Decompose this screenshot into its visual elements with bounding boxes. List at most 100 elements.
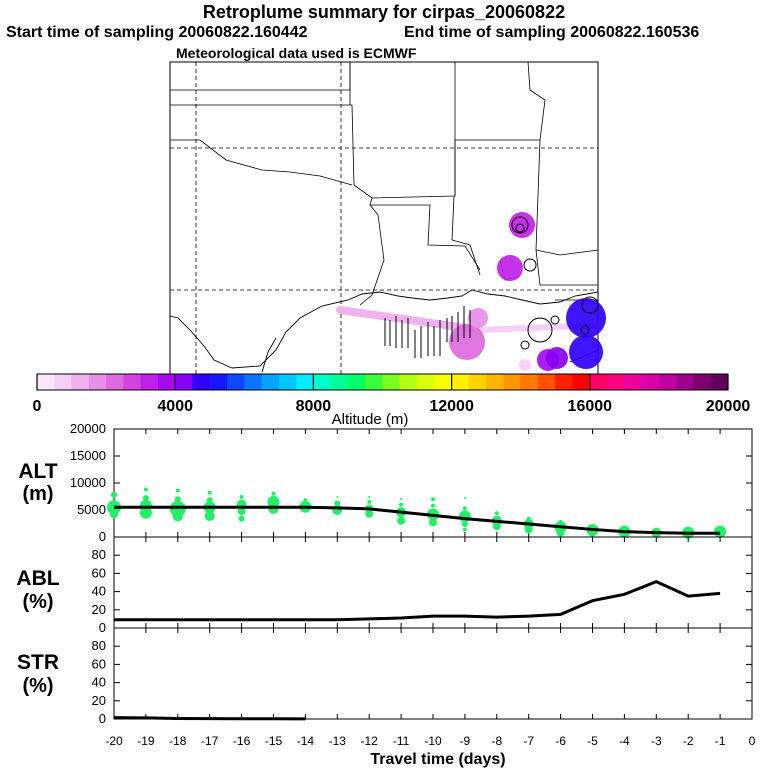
panel-abl: 0 20 40 60 80 <box>92 536 753 635</box>
x-tick-label: -10 <box>424 734 442 748</box>
colorbar-swatch <box>589 374 608 390</box>
colorbar-swatch <box>555 374 573 390</box>
colorbar-swatch <box>278 374 297 390</box>
alt-scatter-point <box>400 498 403 501</box>
x-tick-label: -16 <box>233 734 251 748</box>
plume-cluster <box>449 324 485 360</box>
retroplume-map <box>169 61 606 375</box>
x-tick-label: -5 <box>587 734 598 748</box>
x-tick-label: -19 <box>137 734 155 748</box>
alt-scatter-point <box>524 525 533 534</box>
colorbar-swatch <box>296 374 314 390</box>
colorbar-tick-label: 12000 <box>429 398 474 415</box>
y-tick-label: 20 <box>92 693 106 708</box>
panel-alt: 0 5000 10000 15000 20000 <box>70 421 753 544</box>
colorbar-swatch <box>71 374 90 390</box>
colorbar-swatch <box>693 374 712 390</box>
alt-scatter-point <box>431 503 435 508</box>
x-tick-label: -20 <box>105 734 123 748</box>
colorbar-label: Altitude (m) <box>332 411 409 428</box>
chart-title: Retroplume summary for cirpas_20060822 <box>202 2 566 22</box>
colorbar-tick-label: 0 <box>33 398 42 415</box>
y-tick-label: 20 <box>92 602 106 617</box>
colorbar-swatch <box>140 374 159 390</box>
alt-scatter-point <box>336 496 339 499</box>
colorbar-swatch <box>676 374 694 390</box>
y-tick-label: 40 <box>92 675 106 690</box>
y-tick-label: 0 <box>99 529 106 544</box>
x-tick-label: -8 <box>491 734 502 748</box>
y-tick-label: 20000 <box>70 421 106 436</box>
alt-scatter-point <box>365 509 374 518</box>
colorbar-swatch <box>520 374 539 390</box>
met-data-label: Meteorological data used is ECMWF <box>176 45 417 61</box>
alt-scatter-point <box>367 499 372 504</box>
alt-scatter-point <box>492 522 501 531</box>
colorbar-swatch <box>192 374 211 390</box>
map-grid <box>170 62 598 374</box>
x-tick-label: -15 <box>265 734 283 748</box>
alt-scatter-point <box>239 495 244 500</box>
str-panel-label: STR <box>17 651 59 674</box>
alt-panel-unit: (m) <box>22 483 53 505</box>
x-tick-label: -3 <box>651 734 662 748</box>
colorbar-tick-label: 8000 <box>296 398 332 415</box>
y-tick-label: 60 <box>92 656 106 671</box>
y-tick-label: 5000 <box>77 502 106 517</box>
colorbar-swatch <box>330 374 349 390</box>
colorbar-swatch <box>347 374 366 390</box>
alt-scatter-point <box>397 516 406 525</box>
x-tick-label: -9 <box>460 734 471 748</box>
y-tick-label: 80 <box>92 547 106 562</box>
alt-scatter-point <box>169 500 186 517</box>
alt-scatter-point <box>458 510 471 523</box>
plume-cluster <box>566 298 606 338</box>
colorbar-swatch <box>399 374 418 390</box>
alt-scatter-point <box>174 496 181 503</box>
y-tick-label: 10000 <box>70 475 106 490</box>
colorbar-swatch <box>624 374 643 390</box>
alt-scatter-point <box>238 515 245 522</box>
colorbar-swatch <box>106 374 124 390</box>
colorbar-swatch <box>37 374 55 390</box>
x-tick-label: 0 <box>749 734 756 748</box>
colorbar-swatch <box>710 374 729 390</box>
colorbar-swatch <box>123 374 142 390</box>
x-tick-label: -17 <box>201 734 219 748</box>
alt-scatter-point <box>462 527 467 532</box>
alt-scatter-point <box>303 498 308 503</box>
alt-scatter-point <box>268 503 279 514</box>
colorbar-swatch <box>451 374 470 390</box>
abl-line <box>114 579 721 622</box>
alt-scatter-point <box>431 497 435 502</box>
start-time-label: Start time of sampling 20060822.160442 <box>6 24 308 41</box>
colorbar-swatch <box>157 374 176 390</box>
alt-scatter-point <box>429 518 437 527</box>
colorbar-tick-label: 16000 <box>568 398 613 415</box>
x-tick-label: -6 <box>555 734 566 748</box>
colorbar-swatch <box>641 374 660 390</box>
plume-cluster <box>497 255 523 281</box>
alt-scatter-point <box>111 491 117 498</box>
colorbar-swatch <box>54 374 72 390</box>
y-tick-label: 40 <box>92 584 106 599</box>
end-time-label: End time of sampling 20060822.160536 <box>404 24 700 41</box>
colorbar-swatch <box>503 374 522 390</box>
alt-scatter-point <box>399 502 404 507</box>
x-tick-label: -4 <box>619 734 630 748</box>
x-tick-label: -11 <box>393 734 410 748</box>
alt-scatter-point <box>237 507 246 516</box>
alt-scatter-point <box>267 495 280 508</box>
column-glyphs <box>384 216 599 358</box>
y-tick-label: 0 <box>99 711 106 726</box>
colorbar-swatch <box>572 374 591 390</box>
x-tick-label: -14 <box>297 734 315 748</box>
colorbar-swatch <box>313 374 332 390</box>
x-tick-label: -18 <box>169 734 187 748</box>
alt-scatter-point <box>334 500 341 507</box>
alt-scatter-point <box>368 496 371 499</box>
colorbar-swatch <box>658 374 677 390</box>
colorbar-tick-label: 20000 <box>706 398 751 415</box>
y-tick-label: 15000 <box>70 448 106 463</box>
colorbar-swatch <box>537 374 556 390</box>
